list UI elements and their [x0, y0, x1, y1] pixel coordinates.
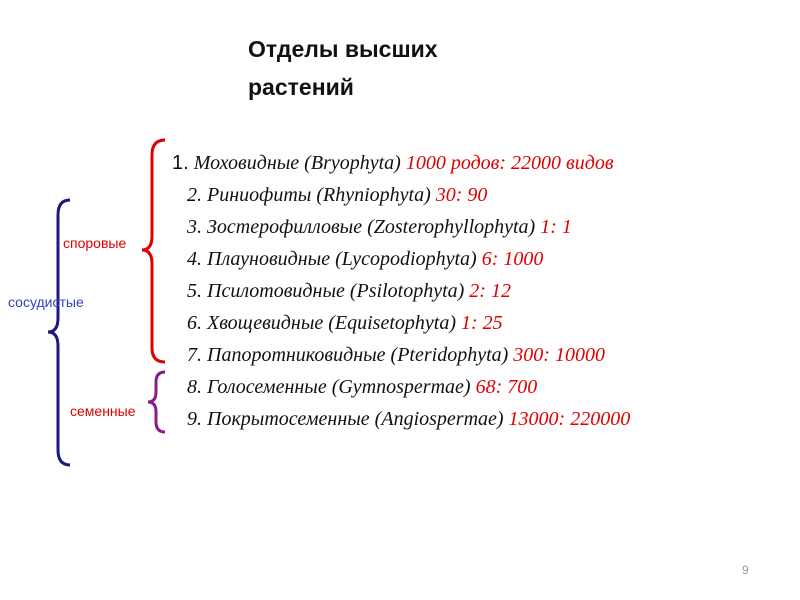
division-item: 4. Плауновидные (Lycopodiophyta) 6: 1000 [187, 248, 543, 271]
item-name: Покрытосеменные (Angiospermae) [207, 408, 504, 430]
item-number: 9. [187, 408, 202, 430]
item-number: 8. [187, 376, 202, 398]
vascular-brace [47, 198, 71, 467]
item-counts: 2: 12 [469, 280, 511, 302]
division-item: 3. Зостерофилловые (Zosterophyllophyta) … [187, 216, 572, 239]
item-counts: 13000: 220000 [508, 408, 631, 430]
item-number: 4. [187, 248, 202, 270]
item-number: 5. [187, 280, 202, 302]
item-counts: 68: 700 [475, 376, 538, 398]
title-line: Отделы высших [248, 36, 438, 62]
division-item: 9. Покрытосеменные (Angiospermae) 13000:… [187, 408, 630, 431]
item-number: 6. [187, 312, 202, 334]
division-item: 7. Папоротниковидные (Pteridophyta) 300:… [187, 344, 605, 367]
title-line: растений [248, 74, 354, 100]
item-number: 2. [187, 184, 202, 206]
item-counts: 300: 10000 [513, 344, 605, 366]
item-name: Голосеменные (Gymnospermae) [207, 376, 471, 398]
item-number: 1. [172, 152, 189, 174]
item-name: Риниофиты (Rhyniophyta) [207, 184, 431, 206]
item-name: Хвощевидные (Equisetophyta) [207, 312, 456, 334]
division-item: 8. Голосеменные (Gymnospermae) 68: 700 [187, 376, 537, 399]
item-name: Зостерофилловые (Zosterophyllophyta) [207, 216, 536, 238]
spore-brace [141, 138, 166, 364]
division-item: 2. Риниофиты (Rhyniophyta) 30: 90 [187, 184, 487, 207]
item-number: 7. [187, 344, 202, 366]
item-name: Псилотовидные (Psilotophyta) [207, 280, 465, 302]
item-number: 3. [187, 216, 202, 238]
page-number: 9 [742, 563, 749, 577]
group-label: сосудистые [8, 294, 84, 310]
item-name: Папоротниковидные (Pteridophyta) [207, 344, 509, 366]
group-label: семенные [70, 403, 136, 419]
item-name: Плауновидные (Lycopodiophyta) [207, 248, 477, 270]
item-counts: 1: 1 [540, 216, 572, 238]
item-counts: 1000 родов: 22000 видов [405, 152, 614, 174]
division-item: 1. Моховидные (Bryophyta) 1000 родов: 22… [172, 152, 614, 175]
item-counts: 1: 25 [461, 312, 503, 334]
division-item: 6. Хвощевидные (Equisetophyta) 1: 25 [187, 312, 503, 335]
item-counts: 30: 90 [435, 184, 488, 206]
item-counts: 6: 1000 [481, 248, 544, 270]
group-label: споровые [63, 235, 127, 251]
division-item: 5. Псилотовидные (Psilotophyta) 2: 12 [187, 280, 511, 303]
item-name: Моховидные (Bryophyta) [193, 152, 401, 174]
seed-brace [147, 370, 166, 434]
